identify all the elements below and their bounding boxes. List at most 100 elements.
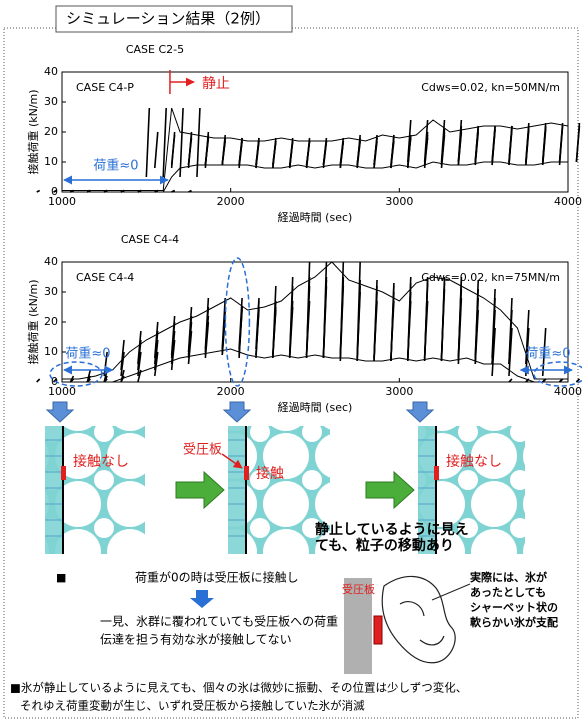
- noise-band: [339, 140, 345, 169]
- noise-band: [525, 122, 530, 163]
- series-line: [62, 261, 568, 380]
- zero-label: 荷重≈0: [525, 346, 570, 362]
- noise-band: [170, 315, 176, 356]
- panel-note: 静止しているように見え: [315, 521, 469, 538]
- y-tick-label: 10: [44, 345, 58, 358]
- y-tick-label: 30: [44, 95, 58, 108]
- green-arrow: [365, 470, 415, 510]
- noise-band: [162, 107, 167, 178]
- callout: 実際には、氷が: [470, 570, 547, 584]
- y-axis-label: 接触荷重 (kN/m): [26, 279, 40, 364]
- noise-band: [137, 369, 142, 383]
- x-axis-label: 経過時間 (sec): [278, 211, 353, 224]
- noise-band: [238, 140, 243, 169]
- callout: 軟らかい氷が支配: [470, 615, 558, 629]
- noise-band: [204, 297, 210, 350]
- x-tick-label: 1000: [48, 385, 76, 398]
- noise-band: [305, 140, 311, 166]
- title: シミュレーション結果（2例）: [66, 10, 270, 28]
- highlight-ellipse: [224, 257, 251, 387]
- down-arrow: [222, 401, 252, 423]
- noise-band: [221, 140, 227, 166]
- noise-band: [288, 140, 294, 169]
- noise-band: [179, 107, 184, 178]
- noise-band: [70, 189, 74, 193]
- figure-label: 受圧板: [342, 582, 375, 596]
- noise-band: [187, 137, 193, 166]
- noise-band: [120, 339, 125, 371]
- noise-band: [373, 300, 378, 359]
- noise-band: [86, 189, 91, 193]
- noise-band: [153, 351, 159, 377]
- noise-band: [491, 128, 496, 166]
- noise-band: [373, 137, 378, 166]
- case-label: CASE C4-P: [76, 81, 134, 94]
- zero-label: 荷重≈0: [93, 158, 138, 174]
- parameters: Cdws=0.02, kn=75MN/m: [421, 271, 560, 284]
- panel-label: 受圧板: [183, 443, 222, 458]
- noise-band: [305, 261, 311, 359]
- noise-band: [423, 279, 429, 362]
- x-tick-label: 4000: [554, 195, 582, 208]
- noise-band: [145, 107, 151, 178]
- y-tick-label: 30: [44, 285, 58, 298]
- noise-band: [322, 137, 328, 166]
- noise-band: [171, 189, 175, 193]
- y-tick-label: 40: [44, 255, 58, 268]
- noise-band: [137, 330, 142, 365]
- noise-band: [69, 375, 75, 383]
- callout: シャーベット状の: [470, 600, 558, 614]
- note: 荷重が0の時は受圧板に接触し: [135, 570, 299, 585]
- noise-band: [288, 276, 294, 356]
- noise-band: [406, 276, 412, 359]
- noise-band: [525, 378, 530, 383]
- noise-band: [36, 189, 41, 193]
- highlight-ellipse: [49, 361, 103, 387]
- noise-band: [272, 285, 277, 359]
- frame: [3, 27, 579, 719]
- wall-strip: [228, 426, 246, 554]
- noise-band: [255, 137, 260, 169]
- noise-band: [474, 125, 480, 163]
- callout: あったとしても: [470, 586, 546, 599]
- noise-band: [120, 351, 125, 377]
- green-arrow: [175, 470, 225, 510]
- noise-band: [154, 189, 159, 193]
- noise-band: [491, 309, 496, 365]
- noise-band: [356, 134, 361, 169]
- noise-band: [558, 125, 564, 163]
- noise-band: [272, 140, 277, 166]
- note: 一見、氷群に覆われていても受圧板への荷重: [100, 615, 338, 629]
- noise-band: [339, 285, 345, 362]
- noise-band: [575, 378, 580, 383]
- noise-band: [508, 378, 513, 383]
- noise-band: [153, 131, 159, 169]
- x-tick-label: 2000: [217, 195, 245, 208]
- summary: ■氷が静止しているように見えても、個々の氷は微妙に振動、その位置は少しずつ変化、: [10, 681, 467, 695]
- case-label: CASE C4-4: [76, 271, 134, 284]
- noise-band: [423, 131, 429, 166]
- plate-figure: [344, 578, 372, 674]
- noise-band: [542, 378, 547, 383]
- noise-band: [440, 128, 446, 166]
- noise-band: [406, 119, 412, 163]
- down-arrow: [405, 401, 435, 423]
- contact-mark: [434, 466, 439, 480]
- noise-band: [575, 125, 581, 163]
- zero-label: 荷重≈0: [65, 346, 110, 362]
- pointer: [221, 453, 243, 469]
- x-tick-label: 3000: [385, 385, 413, 398]
- y-axis-label: 接触荷重 (kN/m): [26, 89, 40, 174]
- noise-band: [390, 282, 395, 362]
- x-axis-label: 経過時間 (sec): [278, 401, 353, 414]
- noise-band: [238, 306, 243, 359]
- y-tick-label: 20: [44, 125, 58, 138]
- noise-band: [204, 137, 210, 166]
- panel-label: 接触なし: [73, 453, 129, 470]
- noise-band: [153, 321, 159, 359]
- panel-note: ても、粒子の移動あり: [315, 537, 454, 554]
- noise-band: [103, 189, 108, 193]
- y-tick-label: 40: [44, 65, 58, 78]
- wall-strip: [45, 426, 63, 554]
